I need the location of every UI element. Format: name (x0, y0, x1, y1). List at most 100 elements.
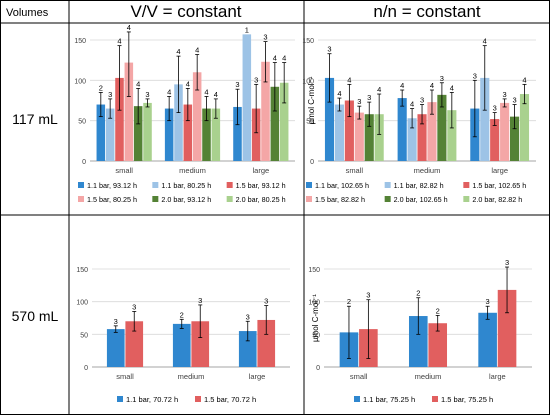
bar (480, 77, 490, 161)
bar (354, 112, 364, 161)
bar (106, 329, 125, 367)
y-axis-label: µmol C-mol⁻¹ (311, 294, 320, 342)
bar (500, 102, 510, 161)
y-tick-label: 50 (312, 332, 320, 339)
data-label: 3 (327, 45, 331, 54)
data-label: 3 (505, 258, 509, 267)
data-label: 4 (214, 90, 218, 99)
y-axis-label: µmol C-mol⁻¹ (307, 76, 316, 124)
data-label: 4 (377, 85, 381, 94)
data-label: 3 (420, 96, 424, 105)
legend-swatch (226, 196, 233, 202)
volumes-header: Volumes (6, 7, 49, 19)
legend-label: 2.0 bar, 82.82 h (472, 195, 522, 204)
data-label: 3 (254, 75, 258, 84)
legend-label: 1.1 bar, 93.12 h (87, 181, 137, 190)
bar (427, 102, 437, 161)
data-label: 3 (493, 104, 497, 113)
legend-swatch (78, 196, 84, 202)
bar (192, 72, 202, 161)
bar (270, 86, 280, 161)
data-label: 4 (410, 100, 414, 109)
bar (397, 98, 407, 161)
legend-swatch (463, 196, 470, 202)
x-tick-label: small (116, 372, 134, 381)
bar (202, 108, 211, 161)
data-label: 1 (245, 25, 249, 34)
data-label: 4 (522, 75, 526, 84)
legend-swatch (117, 396, 123, 402)
data-label: 4 (176, 47, 180, 56)
data-label: 4 (450, 83, 454, 92)
y-tick-label: 0 (84, 365, 88, 372)
data-label: 3 (246, 312, 250, 321)
bar (364, 114, 374, 161)
bar (374, 114, 384, 161)
y-tick-label: 100 (74, 78, 86, 85)
bar (407, 118, 417, 161)
y-tick-label: 150 (308, 267, 320, 274)
bar (490, 119, 500, 161)
bar (447, 110, 457, 161)
bar (238, 331, 257, 367)
data-label: 4 (195, 46, 199, 55)
x-tick-label: medium (415, 372, 442, 381)
data-label: 3 (263, 33, 267, 42)
legend-swatch (152, 182, 159, 188)
bar (133, 106, 143, 161)
data-label: 3 (367, 93, 371, 102)
bar (233, 106, 242, 161)
bar (211, 108, 221, 161)
bar (257, 319, 276, 367)
bar (191, 321, 210, 367)
bar (96, 104, 106, 161)
bar (478, 312, 497, 367)
data-label: 2 (180, 310, 184, 319)
legend-swatch (226, 182, 233, 188)
data-label: 3 (198, 296, 202, 305)
data-label: 3 (486, 297, 490, 306)
bar (334, 104, 345, 161)
data-label: 3 (264, 297, 268, 306)
data-label: 3 (357, 97, 361, 106)
data-label: 4 (136, 79, 140, 88)
data-label: 3 (108, 90, 112, 99)
bar (261, 61, 270, 161)
bar (172, 323, 191, 367)
legend-label: 1.5 bar, 70.72 h (204, 395, 256, 404)
x-tick-label: medium (178, 372, 205, 381)
data-label: 4 (347, 75, 351, 84)
y-tick-label: 100 (76, 300, 88, 307)
data-label: 4 (186, 79, 190, 88)
legend-swatch (432, 396, 438, 402)
x-tick-label: medium (179, 166, 206, 175)
y-tick-label: 50 (306, 119, 314, 126)
y-tick-label: 150 (74, 38, 86, 45)
legend-label: 1.1 bar, 82.82 h (394, 181, 444, 190)
y-tick-label: 50 (80, 332, 88, 339)
data-label: 4 (337, 89, 341, 98)
legend-label: 1.5 bar, 75.25 h (441, 395, 493, 404)
data-label: 4 (273, 54, 277, 63)
bar (324, 77, 335, 161)
bar (497, 289, 517, 367)
legend-swatch (78, 182, 84, 188)
bar (174, 84, 183, 161)
x-tick-label: medium (414, 166, 441, 175)
data-label: 3 (473, 71, 477, 80)
data-label: 4 (483, 37, 487, 46)
chart-vv-570ml: 0 50 100 150 3 3 small 2 3 medium 3 3 large 1.1 bar, … (76, 267, 290, 404)
chart-nn-570ml: 0 50 100 150 µmol C-mol⁻¹ 2 3 small 2 2 medium 3 3 la… (308, 258, 532, 404)
data-label: 3 (440, 74, 444, 83)
data-label: 3 (366, 291, 370, 300)
bar (344, 100, 354, 161)
x-tick-label: small (346, 166, 364, 175)
x-tick-label: large (249, 372, 266, 381)
legend-swatch (152, 196, 159, 202)
legend-swatch (354, 396, 360, 402)
bar (124, 62, 134, 161)
data-label: 2 (436, 306, 440, 315)
legend-label: 1.5 bar, 102.65 h (472, 181, 526, 190)
data-label: 4 (400, 81, 404, 90)
